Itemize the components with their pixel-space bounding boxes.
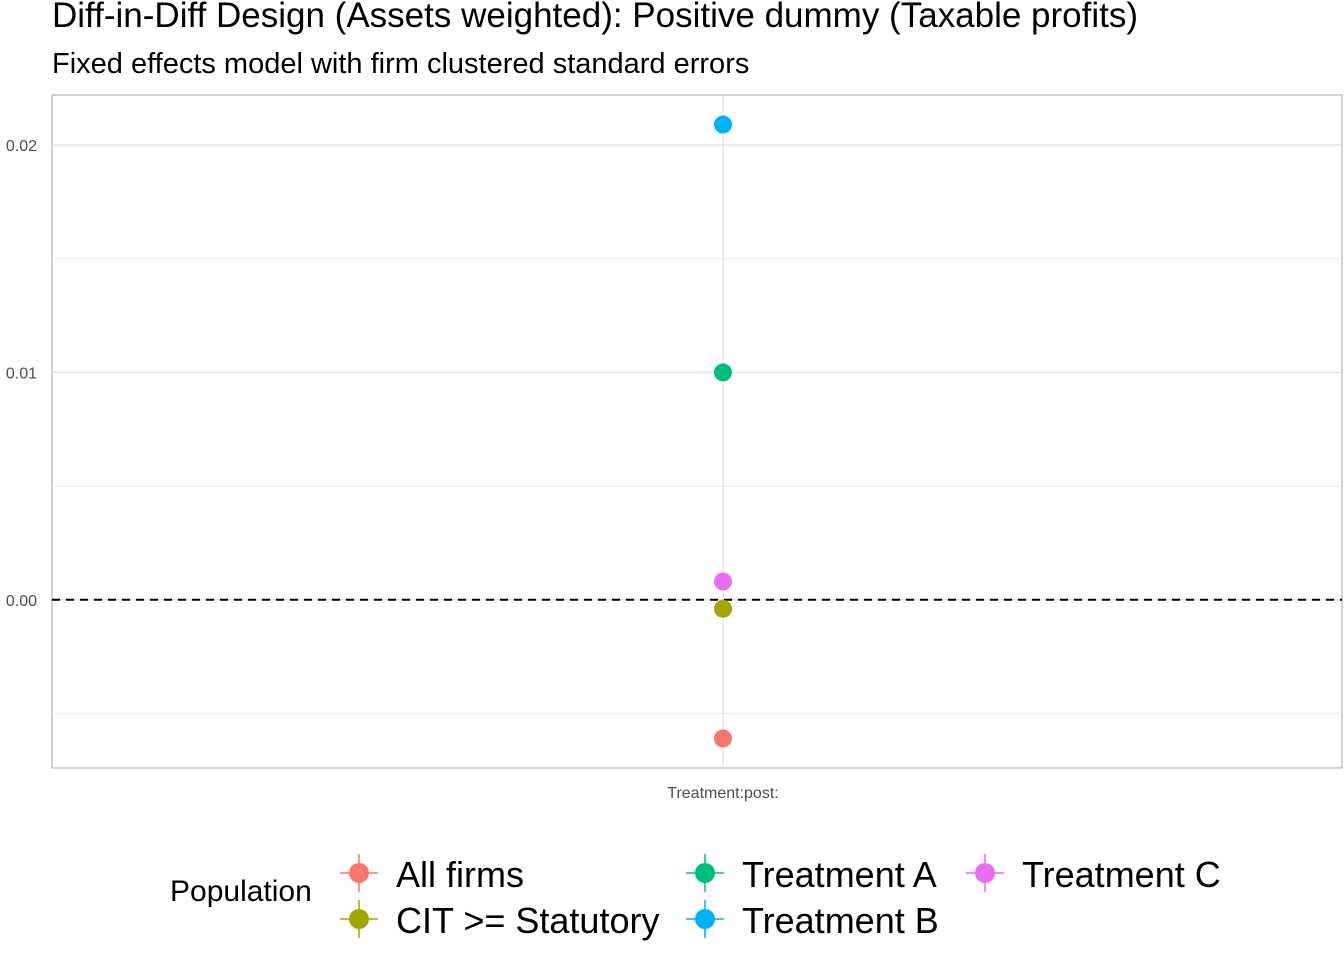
data-point: [714, 115, 732, 134]
y-tick-label: 0.00: [6, 593, 37, 610]
legend-label: Treatment A: [742, 854, 937, 895]
data-point: [714, 599, 732, 618]
y-tick-label: 0.02: [6, 138, 37, 155]
axes: 0.00 0.01 0.02 Treatment:post:: [6, 138, 1342, 802]
grid-lines: [52, 95, 1342, 768]
legend: Population All firms CIT >= Statutory Trea…: [0, 840, 1344, 950]
plot-panel: [51, 94, 1343, 769]
plot-area: 0.00 0.01 0.02 Treatment:post:: [6, 94, 1343, 802]
x-tick-label: Treatment:post:: [667, 785, 778, 802]
legend-label: Treatment B: [742, 900, 939, 941]
y-tick-label: 0.01: [6, 365, 37, 382]
legend-key-icon: [686, 900, 724, 938]
legend-label: CIT >= Statutory: [396, 900, 660, 941]
legend-key-icon: [686, 854, 724, 892]
data-point: [714, 363, 732, 382]
data-point: [714, 572, 732, 591]
legend-key-icon: [340, 900, 378, 938]
legend-title: Population: [170, 875, 312, 908]
chart-title: Diff-in-Diff Design (Assets weighted): P…: [52, 0, 1139, 35]
chart-subtitle: Fixed effects model with firm clustered …: [52, 48, 750, 80]
legend-key-icon: [340, 854, 378, 892]
legend-key-icon: [966, 854, 1004, 892]
data-points: [714, 115, 732, 748]
data-point: [714, 729, 732, 748]
legend-label: All firms: [396, 854, 524, 895]
legend-label: Treatment C: [1022, 854, 1221, 895]
